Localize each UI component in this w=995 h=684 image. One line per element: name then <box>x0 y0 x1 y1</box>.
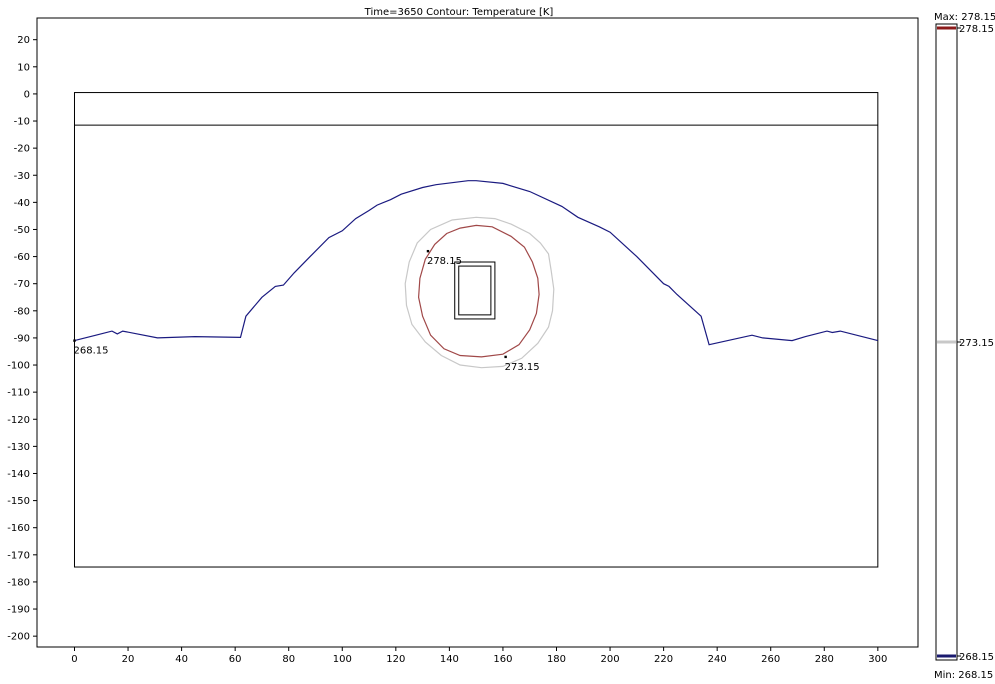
y-tick-label: -100 <box>7 361 30 372</box>
x-tick-label: 40 <box>175 654 188 665</box>
y-tick-label: -50 <box>14 225 30 236</box>
contour-label-marker <box>504 355 507 359</box>
pipe-inner-boundary <box>458 265 492 316</box>
colorbar-min-label: Min: 268.15 <box>934 670 993 681</box>
y-tick-label: -10 <box>14 117 30 128</box>
contour-label: 273.15 <box>505 362 540 373</box>
contour-label-marker <box>426 249 430 253</box>
y-tick-label: -160 <box>7 523 30 534</box>
x-tick-label: 160 <box>493 654 512 665</box>
colorbar-max-label: Max: 278.15 <box>934 12 995 23</box>
y-tick-label: -60 <box>14 252 30 263</box>
plot-axes: 0 20 40 60 80 100 120 140 160 180 200 220 240 260 280 3… <box>7 17 919 665</box>
x-tick-label: 220 <box>654 654 673 665</box>
colorbar: 278.15 273.15 268.15 Max: 278.15 Min: 268.15 <box>934 12 995 681</box>
y-tick-label: -70 <box>14 279 30 290</box>
y-tick-label: -80 <box>14 306 30 317</box>
colorbar-tick-label: 278.15 <box>959 24 994 35</box>
y-tick-label: -20 <box>14 144 30 155</box>
contour-label: 278.15 <box>427 256 462 267</box>
contour-268.15 <box>74 180 878 346</box>
x-tick-label: 80 <box>282 654 295 665</box>
y-tick-label: -40 <box>14 198 30 209</box>
x-tick-label: 180 <box>547 654 566 665</box>
y-tick-label: 0 <box>24 89 30 100</box>
y-tick-label: -180 <box>7 577 30 588</box>
x-tick-label: 200 <box>601 654 620 665</box>
contour-label: 268.15 <box>73 346 108 357</box>
contour-278.15 <box>417 224 540 358</box>
y-tick-label: -190 <box>7 605 30 616</box>
contour-layer <box>74 180 878 369</box>
x-tick-label: 280 <box>815 654 834 665</box>
y-tick-label: 10 <box>17 62 30 73</box>
y-tick-label: -130 <box>7 442 30 453</box>
x-tick-label: 140 <box>440 654 459 665</box>
x-tick-label: 120 <box>386 654 405 665</box>
annotation-layer: 268.15 278.15 273.15 <box>73 249 540 373</box>
x-tick-label: 260 <box>761 654 780 665</box>
chart-title: Time=3650 Contour: Temperature [K] <box>364 7 554 18</box>
geometry-layer <box>73 92 879 568</box>
plot-frame <box>36 17 919 648</box>
y-tick-label: 20 <box>17 35 30 46</box>
domain-boundary <box>73 92 879 568</box>
x-tick-label: 60 <box>229 654 242 665</box>
x-tick-label: 20 <box>122 654 135 665</box>
y-tick-label: -150 <box>7 496 30 507</box>
y-tick-label: -140 <box>7 469 30 480</box>
y-tick-label: -110 <box>7 388 30 399</box>
y-tick-label: -200 <box>7 632 30 643</box>
y-tick-label: -170 <box>7 550 30 561</box>
colorbar-tick-label: 268.15 <box>959 652 994 663</box>
x-tick-label: 0 <box>71 654 77 665</box>
contour-273.15 <box>404 216 555 369</box>
x-tick-label: 300 <box>868 654 887 665</box>
x-tick-label: 240 <box>708 654 727 665</box>
x-tick-label: 100 <box>333 654 352 665</box>
y-tick-label: -120 <box>7 415 30 426</box>
y-tick-label: -90 <box>14 333 30 344</box>
pipe-outer-boundary <box>454 261 496 320</box>
y-tick-label: -30 <box>14 171 30 182</box>
colorbar-tick-label: 273.15 <box>959 338 994 349</box>
contour-label-marker <box>73 339 76 342</box>
